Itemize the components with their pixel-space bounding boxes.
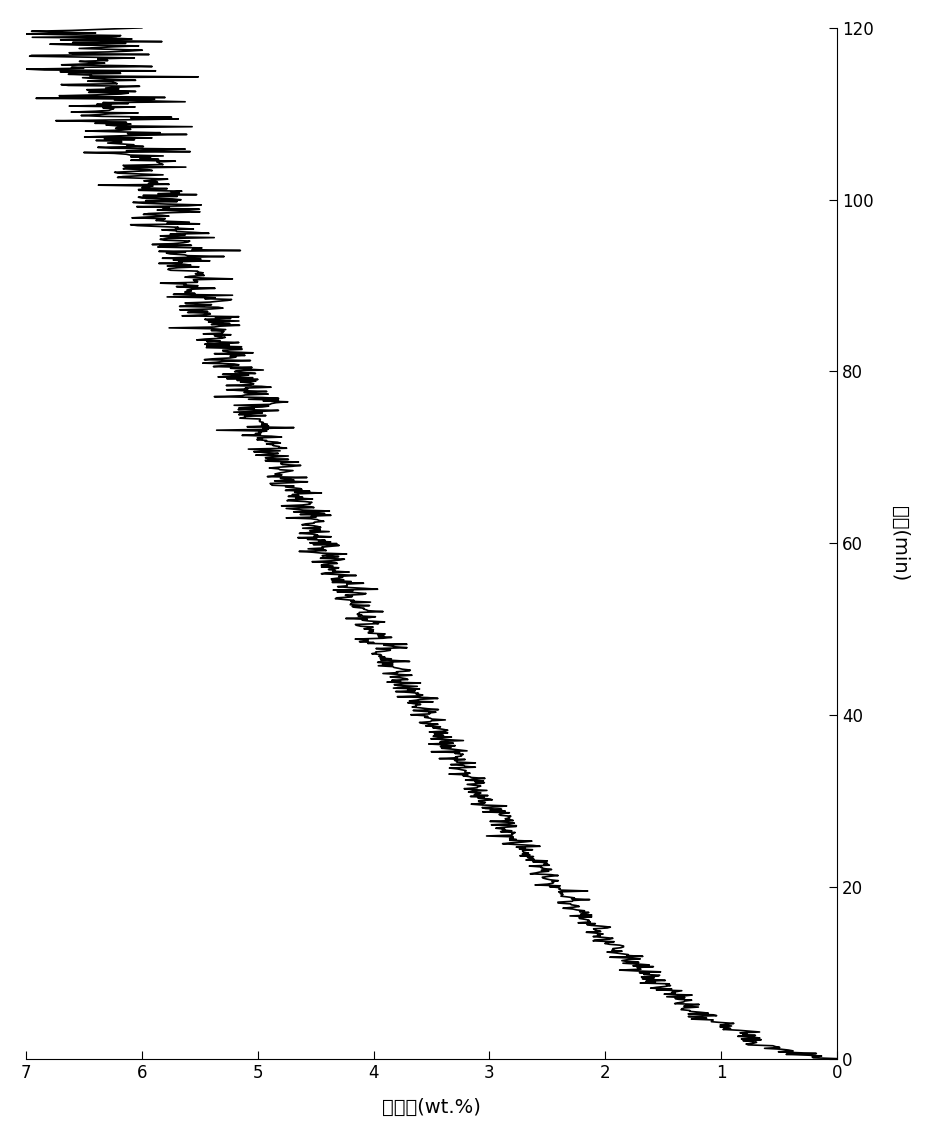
X-axis label: 加氢量(wt.%): 加氢量(wt.%) xyxy=(382,1098,481,1118)
Y-axis label: 时间(min): 时间(min) xyxy=(890,505,910,580)
